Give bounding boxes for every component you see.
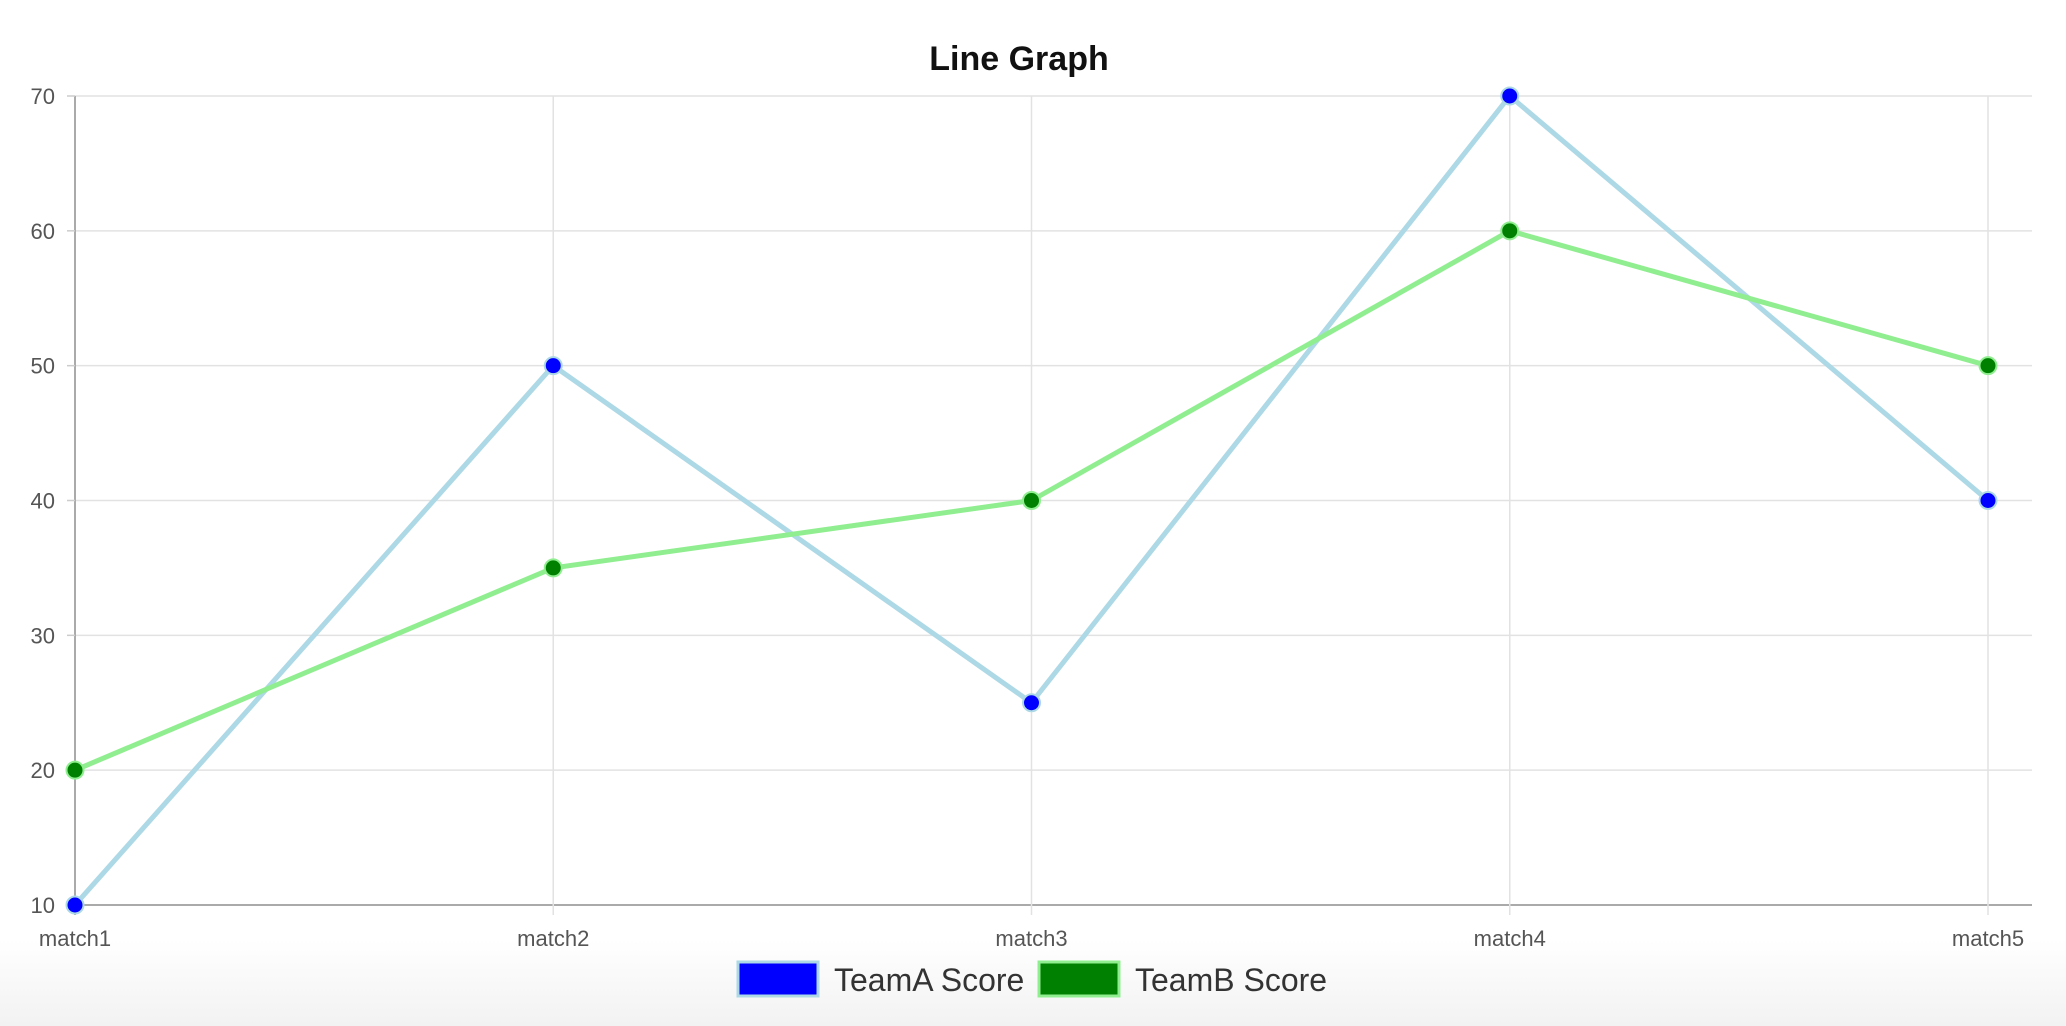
legend-label: TeamB Score [1135, 962, 1327, 998]
grid [74, 95, 2032, 915]
legend-swatch [736, 960, 820, 998]
y-tick-label: 60 [31, 219, 55, 244]
x-tick-label: match3 [995, 926, 1067, 951]
y-tick-label: 10 [31, 893, 55, 918]
data-point-series2 [1500, 221, 1520, 241]
data-point-series1 [1022, 693, 1041, 713]
x-tick-label: match2 [517, 926, 589, 951]
x-tick-label: match5 [1952, 926, 2024, 951]
series [65, 86, 1998, 915]
axes: 10 20 30 40 50 60 70 match1 match2 match3 match4 ma… [31, 84, 2025, 951]
data-point-series1 [1500, 86, 1520, 106]
data-point-series2 [543, 558, 563, 578]
data-point-series2 [65, 760, 85, 780]
y-tick-label: 20 [31, 758, 55, 783]
data-point-series2 [1022, 491, 1041, 510]
data-point-series2 [1978, 356, 1998, 376]
legend-label: TeamA Score [834, 962, 1024, 998]
chart-title: Line Graph [929, 40, 1108, 78]
legend-item-1[interactable]: TeamA Score [736, 960, 1024, 998]
legend[interactable]: TeamA Score TeamB Score [736, 960, 1327, 998]
y-tick-label: 50 [31, 354, 55, 379]
y-tick-label: 30 [31, 623, 55, 648]
data-point-series1 [543, 356, 563, 376]
x-tick-label: match4 [1474, 926, 1546, 951]
legend-swatch [1037, 960, 1121, 998]
y-tick-label: 70 [31, 84, 55, 109]
data-point-series1 [65, 895, 85, 915]
y-tick-label: 40 [31, 489, 55, 514]
x-tick-label: match1 [39, 926, 111, 951]
legend-item-2[interactable]: TeamB Score [1037, 960, 1327, 998]
data-point-series1 [1978, 491, 1998, 510]
